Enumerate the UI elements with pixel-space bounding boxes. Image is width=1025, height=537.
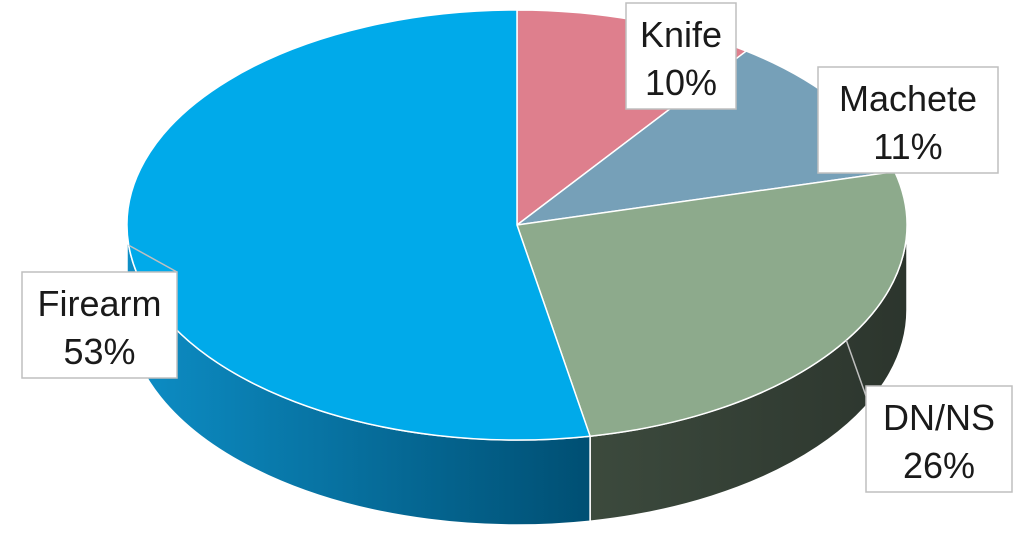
pie-slices	[126, 9, 908, 441]
data-label-category-knife: Knife	[640, 14, 722, 55]
callout-machete: Machete 11%	[817, 66, 999, 174]
data-label-value-machete: 11%	[873, 126, 942, 167]
callout-box-firearm	[21, 271, 178, 379]
leader-line-firearm	[128, 244, 178, 273]
callout-box-knife	[625, 2, 737, 110]
slice-dn-ns	[515, 170, 908, 438]
pie-data-labels: Knife 10% Machete 11% DN/NS 26% Firearm 53%	[21, 2, 1013, 493]
callout-box-dn-ns	[865, 385, 1013, 493]
callout-box-machete	[817, 66, 999, 174]
data-label-category-machete: Machete	[839, 78, 977, 119]
data-label-value-firearm: 53%	[63, 331, 135, 372]
leader-line-dn-ns	[845, 339, 867, 397]
data-label-category-firearm: Firearm	[38, 283, 162, 324]
callout-dn-ns: DN/NS 26%	[845, 339, 1013, 493]
data-label-category-dn-ns: DN/NS	[883, 397, 995, 438]
callout-knife: Knife 10%	[625, 2, 737, 110]
callout-firearm: Firearm 53%	[21, 244, 178, 379]
data-label-value-knife: 10%	[645, 62, 717, 103]
data-label-value-dn-ns: 26%	[903, 445, 975, 486]
